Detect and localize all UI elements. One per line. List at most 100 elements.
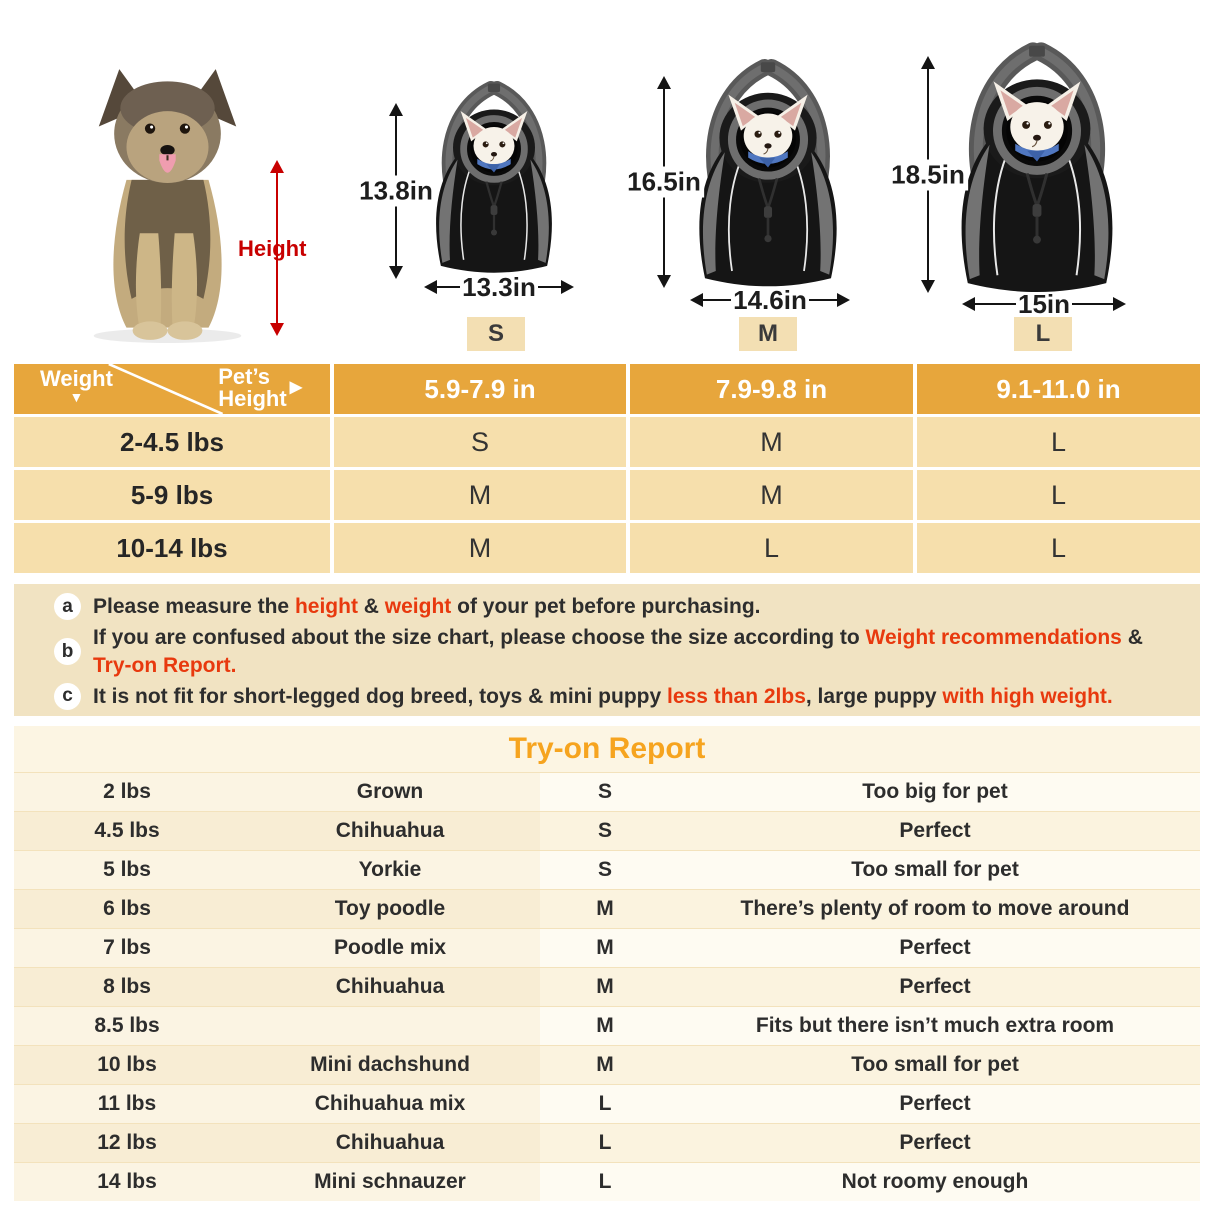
tryon-result-cell: Too small for pet — [670, 1046, 1200, 1084]
column-header: 9.1-11.0 in — [917, 364, 1200, 414]
tryon-report-section: Try-on Report 2 lbs Grown S Too big for … — [14, 726, 1200, 1208]
diagonal-divider — [14, 364, 330, 414]
dim-height-s-value: 13.8in — [356, 175, 436, 207]
row-header: 2-4.5 lbs — [14, 417, 330, 467]
size-s-badge: S — [467, 317, 525, 351]
tryon-weight-cell: 12 lbs — [14, 1124, 240, 1162]
dim-width-s-value: 13.3in — [462, 271, 536, 302]
tryon-weight-cell: 7 lbs — [14, 929, 240, 967]
tryon-row: 8 lbs Chihuahua M Perfect — [14, 967, 1200, 1006]
note-a-text: Please measure the height & weight of yo… — [93, 594, 761, 618]
tryon-size-cell: M — [540, 1007, 670, 1045]
tryon-breed-cell: Poodle mix — [240, 929, 540, 967]
tryon-weight-cell: 5 lbs — [14, 851, 240, 889]
tryon-weight-cell: 8 lbs — [14, 968, 240, 1006]
tryon-row: 2 lbs Grown S Too big for pet — [14, 772, 1200, 811]
corner-weight-label: Weight ▼ — [40, 366, 113, 406]
size-cell: M — [630, 470, 913, 520]
size-cell: L — [630, 523, 913, 573]
tryon-breed-cell: Mini schnauzer — [240, 1163, 540, 1201]
backpack-size-m-image — [678, 46, 858, 289]
size-cell: M — [630, 417, 913, 467]
row-header: 10-14 lbs — [14, 523, 330, 573]
size-cell: M — [334, 470, 626, 520]
size-cell: L — [917, 417, 1200, 467]
tryon-row: 10 lbs Mini dachshund M Too small for pe… — [14, 1045, 1200, 1084]
note-a-bullet: a — [54, 593, 81, 621]
tryon-breed-cell: Chihuahua — [240, 968, 540, 1006]
dim-width-l-value: 15in — [1017, 288, 1071, 319]
note-c-bullet: c — [54, 682, 81, 710]
tryon-result-cell: Perfect — [670, 1124, 1200, 1162]
tryon-size-cell: L — [540, 1124, 670, 1162]
note-b: b If you are confused about the size cha… — [54, 624, 1186, 679]
row-header: 5-9 lbs — [14, 470, 330, 520]
size-chart-table: Weight ▼ Pet’s Height ▶ 5.9-7.9 in 7.9-9… — [14, 364, 1200, 573]
size-cell: S — [334, 417, 626, 467]
tryon-breed-cell — [240, 1007, 540, 1045]
dog-height-arrow — [269, 160, 285, 336]
size-cell: M — [334, 523, 626, 573]
tryon-breed-cell: Chihuahua mix — [240, 1085, 540, 1123]
size-cell: L — [917, 523, 1200, 573]
tryon-row: 4.5 lbs Chihuahua S Perfect — [14, 811, 1200, 850]
column-header: 7.9-9.8 in — [630, 364, 913, 414]
corner-pet-height-label: Pet’s Height ▶ — [218, 364, 302, 412]
note-c: c It is not fit for short-legged dog bre… — [54, 682, 1186, 710]
tryon-size-cell: M — [540, 968, 670, 1006]
tryon-weight-cell: 14 lbs — [14, 1163, 240, 1201]
column-header: 5.9-7.9 in — [334, 364, 626, 414]
tryon-result-cell: Not roomy enough — [670, 1163, 1200, 1201]
hero-section: Height 13.8in 13.3in S 16.5in 14.6in M — [0, 0, 1214, 362]
tryon-breed-cell: Chihuahua — [240, 812, 540, 850]
dog-height-label: Height — [238, 236, 307, 261]
tryon-size-cell: S — [540, 773, 670, 811]
tryon-weight-cell: 2 lbs — [14, 773, 240, 811]
tryon-row: 8.5 lbs M Fits but there isn’t much extr… — [14, 1006, 1200, 1045]
tryon-size-cell: L — [540, 1163, 670, 1201]
tryon-result-cell: Perfect — [670, 812, 1200, 850]
tryon-row: 14 lbs Mini schnauzer L Not roomy enough — [14, 1162, 1200, 1201]
tryon-size-cell: M — [540, 890, 670, 928]
tryon-row: 5 lbs Yorkie S Too small for pet — [14, 850, 1200, 889]
tryon-weight-cell: 8.5 lbs — [14, 1007, 240, 1045]
size-cell: L — [917, 470, 1200, 520]
tryon-size-cell: M — [540, 929, 670, 967]
tryon-weight-cell: 6 lbs — [14, 890, 240, 928]
tryon-result-cell: Perfect — [670, 929, 1200, 967]
right-arrow-icon: ▶ — [289, 379, 302, 397]
tryon-result-cell: Too big for pet — [670, 773, 1200, 811]
tryon-report-title: Try-on Report — [14, 726, 1200, 772]
tryon-breed-cell: Chihuahua — [240, 1124, 540, 1162]
tryon-size-cell: M — [540, 1046, 670, 1084]
tryon-breed-cell: Toy poodle — [240, 890, 540, 928]
dim-width-s: 13.3in — [424, 272, 574, 302]
dim-height-m-value: 16.5in — [624, 166, 704, 198]
tryon-report-table: 2 lbs Grown S Too big for pet 4.5 lbs Ch… — [14, 772, 1200, 1201]
tryon-breed-cell: Grown — [240, 773, 540, 811]
tryon-size-cell: L — [540, 1085, 670, 1123]
size-l-badge: L — [1014, 317, 1072, 351]
arrow-down-icon — [270, 323, 284, 336]
dim-width-m: 14.6in — [690, 285, 850, 315]
note-b-bullet: b — [54, 638, 81, 665]
tryon-row: 6 lbs Toy poodle M There’s plenty of roo… — [14, 889, 1200, 928]
tryon-weight-cell: 10 lbs — [14, 1046, 240, 1084]
tryon-weight-cell: 11 lbs — [14, 1085, 240, 1123]
size-m-badge: M — [739, 317, 797, 351]
corner-cell: Weight ▼ Pet’s Height ▶ — [14, 364, 330, 414]
tryon-breed-cell: Yorkie — [240, 851, 540, 889]
note-b-text: If you are confused about the size chart… — [93, 626, 1143, 677]
dim-width-m-value: 14.6in — [733, 284, 807, 315]
tryon-breed-cell: Mini dachshund — [240, 1046, 540, 1084]
dim-height-m: 16.5in — [624, 76, 704, 288]
tryon-result-cell: Perfect — [670, 968, 1200, 1006]
arrow-up-icon — [270, 160, 284, 173]
down-arrow-icon: ▼ — [69, 389, 84, 406]
tryon-result-cell: Perfect — [670, 1085, 1200, 1123]
tryon-row: 7 lbs Poodle mix M Perfect — [14, 928, 1200, 967]
tryon-row: 11 lbs Chihuahua mix L Perfect — [14, 1084, 1200, 1123]
tryon-result-cell: Fits but there isn’t much extra room — [670, 1007, 1200, 1045]
note-a: a Please measure the height & weight of … — [54, 593, 1186, 621]
